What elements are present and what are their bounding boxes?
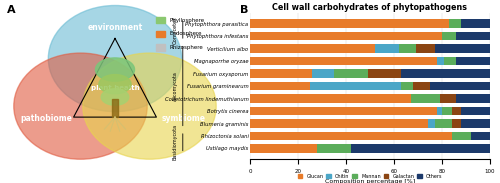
Bar [312, 70, 334, 78]
Bar [250, 119, 428, 128]
Bar [250, 32, 442, 40]
Text: environment: environment [88, 23, 142, 32]
Polygon shape [96, 58, 134, 81]
Polygon shape [101, 89, 129, 105]
Bar [442, 107, 452, 115]
Bar [411, 94, 440, 102]
Bar [461, 107, 490, 115]
Bar [351, 144, 490, 153]
Bar [442, 32, 456, 40]
Bar [310, 82, 401, 90]
Bar [416, 44, 435, 53]
Text: plant health: plant health [90, 85, 140, 91]
Circle shape [14, 53, 147, 159]
Text: Phyllosphere: Phyllosphere [169, 18, 204, 23]
Bar [250, 44, 375, 53]
Bar [461, 119, 490, 128]
Bar [428, 119, 435, 128]
Bar [452, 119, 461, 128]
Bar [156, 31, 165, 37]
Bar [156, 44, 165, 51]
Bar [437, 57, 444, 65]
Bar [334, 70, 368, 78]
Bar [368, 70, 401, 78]
Bar [435, 119, 452, 128]
Bar [449, 19, 461, 28]
Bar [413, 82, 430, 90]
Circle shape [83, 53, 216, 159]
Text: Oomycetes: Oomycetes [173, 16, 178, 44]
Bar [456, 32, 490, 40]
Bar [437, 107, 442, 115]
Bar [317, 144, 351, 153]
Text: A: A [7, 5, 16, 16]
Text: pathobiome: pathobiome [20, 114, 72, 124]
Bar [461, 19, 490, 28]
Bar [430, 82, 490, 90]
Bar [471, 132, 490, 140]
Bar [250, 19, 449, 28]
Bar [452, 132, 471, 140]
Bar [444, 57, 456, 65]
Bar [399, 44, 415, 53]
Bar [250, 144, 317, 153]
Polygon shape [112, 99, 118, 117]
Text: Basidiomycota: Basidiomycota [173, 124, 178, 160]
Bar [456, 94, 490, 102]
Polygon shape [99, 75, 131, 94]
Legend: Glucan, Chitin, Mannan, Galactan, Others: Glucan, Chitin, Mannan, Galactan, Others [296, 172, 444, 181]
Bar [250, 94, 411, 102]
Bar [375, 44, 399, 53]
Text: B: B [240, 5, 248, 16]
Bar [401, 70, 490, 78]
Bar [456, 57, 490, 65]
Title: Cell wall carbohydrates of phytopathogens: Cell wall carbohydrates of phytopathogen… [272, 3, 468, 12]
Bar [401, 82, 413, 90]
Bar [250, 132, 452, 140]
Bar [435, 44, 490, 53]
Bar [156, 17, 165, 23]
Text: Ascomycota: Ascomycota [173, 71, 178, 101]
Bar [250, 70, 312, 78]
Text: Rhizosphere: Rhizosphere [169, 45, 203, 50]
Bar [250, 82, 310, 90]
Circle shape [48, 5, 182, 112]
X-axis label: Composition percentage [%]: Composition percentage [%] [325, 180, 415, 183]
Bar [452, 107, 461, 115]
Bar [250, 107, 437, 115]
Text: Endosphere: Endosphere [169, 31, 202, 36]
Bar [440, 94, 456, 102]
Text: symbiome: symbiome [162, 114, 206, 124]
Bar [250, 57, 437, 65]
